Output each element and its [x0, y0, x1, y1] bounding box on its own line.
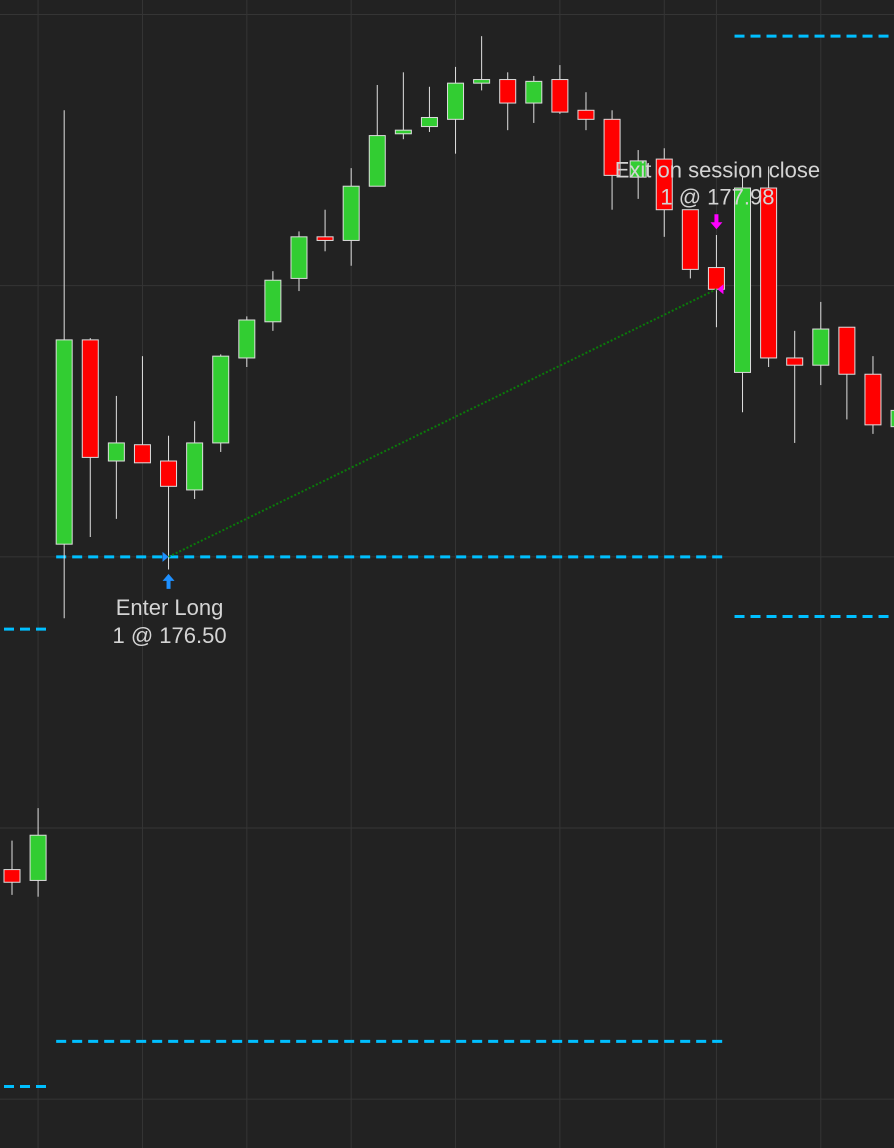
- candle-up: [368, 135, 386, 187]
- candle-up: [290, 236, 308, 279]
- candle-up: [473, 79, 491, 84]
- candle-down: [838, 326, 856, 375]
- candle-down: [864, 373, 882, 426]
- entry-arrow-up-icon: [162, 573, 175, 589]
- candle-down: [655, 158, 673, 211]
- trade-markers: [162, 214, 724, 589]
- candle-up: [447, 82, 465, 120]
- candle-down: [81, 339, 99, 458]
- candle-up: [812, 328, 830, 366]
- entry-detail: 1 @ 176.50: [112, 623, 226, 648]
- entry-label: Enter Long: [116, 595, 224, 620]
- candle-up: [238, 319, 256, 359]
- candle-up: [342, 185, 360, 241]
- exit-triangle-icon: [717, 284, 724, 295]
- candle-up: [890, 409, 894, 428]
- entry-triangle-icon: [162, 551, 169, 562]
- candle-down: [681, 209, 699, 270]
- candles: [3, 36, 894, 897]
- trade-connector-line: [168, 288, 717, 558]
- exit-label: Exit on session close: [615, 157, 820, 182]
- candle-down: [786, 357, 804, 366]
- candle-up: [212, 355, 230, 444]
- candle-down: [760, 187, 778, 359]
- candle-up: [525, 80, 543, 104]
- candle-up: [29, 834, 47, 881]
- candle-up: [264, 279, 282, 323]
- candle-down: [160, 460, 178, 487]
- candle-down: [133, 444, 151, 464]
- candle-up: [55, 339, 73, 545]
- candle-up: [734, 187, 752, 373]
- candle-up: [186, 442, 204, 491]
- exit-detail: 1 @ 177.98: [660, 184, 774, 209]
- candle-up: [420, 117, 438, 128]
- candle-up: [629, 160, 647, 178]
- candle-down: [499, 79, 517, 104]
- price-levels: [4, 34, 894, 1089]
- candle-down: [316, 236, 334, 241]
- candle-down: [603, 118, 621, 176]
- candle-down: [3, 869, 21, 883]
- candle-down: [551, 79, 569, 113]
- candle-up: [394, 129, 412, 135]
- candle-up: [107, 442, 125, 462]
- candle-down: [577, 109, 595, 120]
- exit-arrow-down-icon: [710, 214, 723, 230]
